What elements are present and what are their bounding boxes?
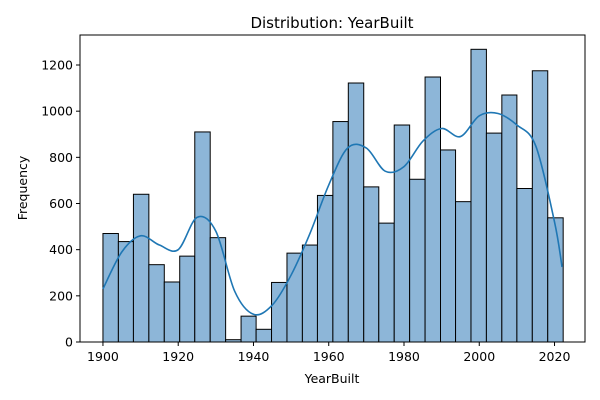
kde-line <box>102 111 563 316</box>
bars <box>102 48 564 343</box>
y-axis-label: Frequency <box>15 155 30 220</box>
histogram-bar <box>378 222 395 343</box>
y-tick-label: 600 <box>49 196 73 211</box>
x-tick-label: 1960 <box>313 349 345 364</box>
y-tick-label: 0 <box>65 335 73 350</box>
x-tick-label: 1940 <box>238 349 270 364</box>
y-tick-label: 1200 <box>41 58 73 73</box>
kde-curve-layer <box>102 111 563 316</box>
histogram-bar <box>347 82 365 343</box>
histogram-bar <box>194 131 211 343</box>
histogram-bar <box>516 188 533 343</box>
x-axis-ticks: 1900 1920 1940 1960 1980 2000 2020 <box>87 342 570 364</box>
histogram-bar <box>363 186 380 343</box>
histogram-bar <box>301 244 318 343</box>
histogram-bar <box>455 201 472 343</box>
x-tick-label: 2020 <box>539 349 571 364</box>
histogram-bar <box>501 94 518 343</box>
histogram-bar <box>102 233 119 343</box>
y-axis-ticks: 0 200 400 600 800 1000 1200 <box>41 58 80 350</box>
x-axis-label: YearBuilt <box>304 371 360 386</box>
histogram-bar <box>163 281 181 343</box>
histogram-bar <box>316 194 334 343</box>
x-tick-label: 1920 <box>162 349 194 364</box>
histogram-bar <box>240 315 257 343</box>
histogram-bar <box>439 149 457 343</box>
histogram-bar <box>179 255 196 343</box>
histogram-bar <box>332 121 349 343</box>
histogram-bar <box>485 132 503 343</box>
histogram-bar <box>393 124 411 343</box>
x-tick-label: 1900 <box>87 349 119 364</box>
histogram-bar <box>424 76 441 343</box>
x-tick-label: 1980 <box>388 349 420 364</box>
plot-frame <box>79 34 586 343</box>
y-tick-label: 800 <box>49 150 73 165</box>
y-tick-label: 1000 <box>41 104 73 119</box>
chart-title: Distribution: YearBuilt <box>250 14 413 32</box>
y-tick-label: 400 <box>49 242 73 257</box>
histogram-bar <box>271 281 288 343</box>
histogram-bar <box>531 70 549 343</box>
histogram-bar <box>148 264 165 343</box>
histogram-bar <box>255 328 273 343</box>
histogram-bar <box>470 48 487 343</box>
x-tick-label: 2000 <box>463 349 495 364</box>
histogram-bar <box>409 178 426 343</box>
histogram-bar <box>547 217 564 343</box>
histogram-bar <box>132 193 150 343</box>
histogram-bar <box>117 241 134 343</box>
y-tick-label: 200 <box>49 288 73 303</box>
